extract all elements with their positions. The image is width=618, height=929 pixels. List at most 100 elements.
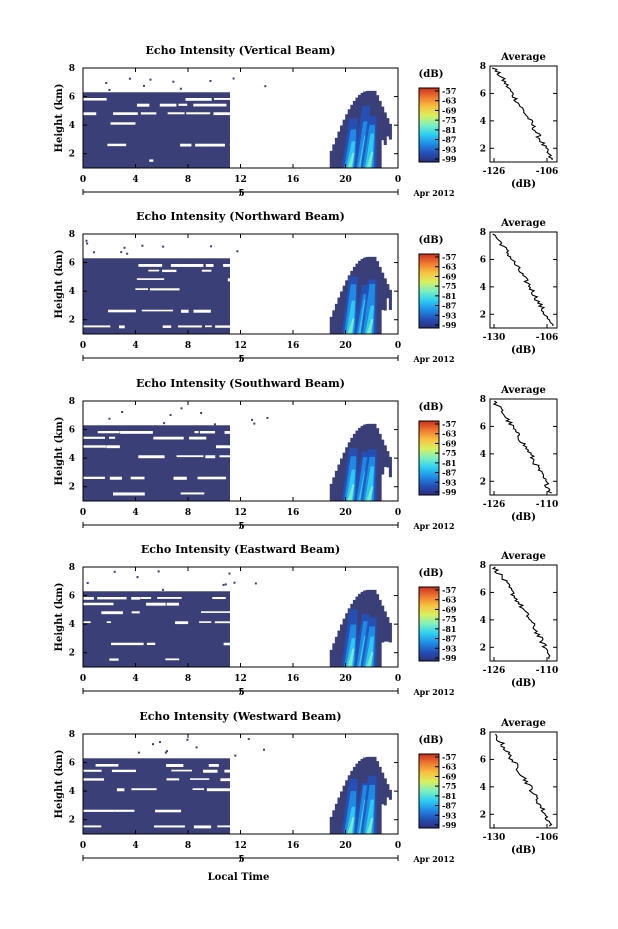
echo-gap	[166, 764, 184, 767]
echo-gap	[205, 325, 212, 328]
echo-gap	[109, 436, 116, 439]
echo-column	[358, 427, 362, 501]
echo-gap	[109, 476, 122, 480]
echo-column	[332, 310, 336, 334]
echo-gap	[146, 602, 166, 606]
colorbar-tick-label: -75	[442, 448, 456, 458]
average-frame	[489, 731, 558, 829]
x-tick-label: 20	[339, 341, 352, 351]
y-tick-label: 6	[69, 592, 75, 602]
avg-y-tick-label: 6	[480, 755, 486, 765]
avg-x-tick-label: -106	[536, 167, 559, 177]
colorbar-tick-label: -93	[442, 810, 457, 820]
echo-speck	[164, 751, 167, 754]
x-tick-label: 4	[132, 674, 138, 684]
echo-speck	[157, 570, 160, 573]
avg-y-tick-label: 4	[480, 283, 486, 293]
average-profile-line	[491, 566, 551, 660]
echo-speck	[113, 570, 116, 573]
echo-column	[334, 803, 338, 834]
y-axis-label: Height (km)	[54, 417, 65, 486]
echo-gap	[153, 436, 184, 440]
echo-gap	[140, 597, 152, 599]
avg-x-tick-label: -130	[483, 333, 506, 343]
heatmap	[83, 239, 392, 334]
echo-gap	[213, 112, 230, 116]
echo-speck	[195, 746, 198, 749]
avg-y-tick-label: 8	[480, 728, 486, 738]
average-profile-line	[491, 67, 553, 161]
average-profile-line	[495, 733, 553, 827]
average-frame	[489, 398, 558, 496]
echo-column	[386, 284, 390, 299]
echo-gap	[173, 476, 187, 480]
echo-gap	[107, 143, 127, 147]
x-tick-label: 12	[234, 841, 247, 851]
echo-column	[329, 150, 333, 168]
echo-speck	[151, 743, 154, 746]
echo-column	[340, 458, 344, 501]
echo-gap	[189, 778, 210, 780]
echo-gap	[138, 455, 165, 459]
echo-gap	[83, 602, 114, 606]
echo-column	[342, 618, 346, 667]
colorbar-tick-label: -99	[442, 154, 457, 164]
x-tick-label: 0	[395, 341, 401, 351]
x-tick-label: 4	[132, 508, 138, 518]
average-title: Average	[500, 385, 546, 396]
y-tick-label: 4	[69, 787, 75, 797]
echo-speck	[169, 414, 172, 417]
strong-echo-streak	[347, 318, 355, 334]
strong-echo-streak	[346, 469, 356, 501]
echo-gap	[95, 764, 119, 767]
echo-speck	[121, 411, 124, 413]
echo-gap	[193, 103, 227, 107]
y-tick-label: 4	[69, 287, 75, 297]
y-axis-label: Height (km)	[54, 583, 65, 652]
echo-gap	[106, 445, 120, 449]
x-tick-label: 12	[234, 175, 247, 185]
x-tick-label: 4	[132, 841, 138, 851]
echo-gap	[140, 112, 157, 115]
strong-echo-streak	[347, 152, 355, 168]
echo-gap	[146, 642, 156, 646]
colorbar-tick-label: -69	[442, 105, 457, 115]
x-tick-label: 0	[395, 841, 401, 851]
echo-gap	[162, 325, 172, 328]
echo-column	[388, 456, 392, 478]
echo-column	[376, 95, 380, 168]
avg-y-tick-label: 2	[480, 144, 486, 154]
echo-column	[334, 470, 338, 501]
echo-gap	[131, 788, 157, 791]
y-tick-label: 8	[69, 64, 75, 74]
y-tick-label: 8	[69, 230, 75, 240]
x-tick-label: 0	[80, 341, 86, 351]
echo-speck	[247, 738, 250, 741]
echo-gap	[194, 431, 199, 434]
colorbar-title: (dB)	[419, 568, 444, 579]
echo-speck	[149, 78, 152, 81]
heatmap	[83, 77, 392, 168]
strong-echo-streak	[366, 319, 374, 334]
colorbar-tick-label: -57	[442, 752, 456, 762]
echo-gap	[180, 492, 205, 495]
x-tick-label: 16	[287, 841, 300, 851]
echo-speck	[186, 738, 189, 741]
echo-gap	[192, 788, 204, 791]
echo-column	[337, 630, 341, 667]
echo-speck	[232, 77, 235, 80]
x-tick-label: 4	[132, 341, 138, 351]
avg-y-tick-label: 4	[480, 450, 486, 460]
echo-region-night	[83, 258, 230, 334]
echo-gap	[205, 264, 214, 267]
avg-y-tick-label: 6	[480, 422, 486, 432]
colorbar-tick-label: -81	[442, 791, 456, 801]
echo-gap	[195, 143, 225, 147]
average-title: Average	[500, 718, 546, 729]
x-tick-label: 20	[339, 175, 352, 185]
echo-gap	[149, 159, 154, 162]
echo-gap	[108, 309, 136, 313]
colorbar-tick-label: -81	[442, 125, 456, 135]
echo-speck	[209, 245, 212, 248]
